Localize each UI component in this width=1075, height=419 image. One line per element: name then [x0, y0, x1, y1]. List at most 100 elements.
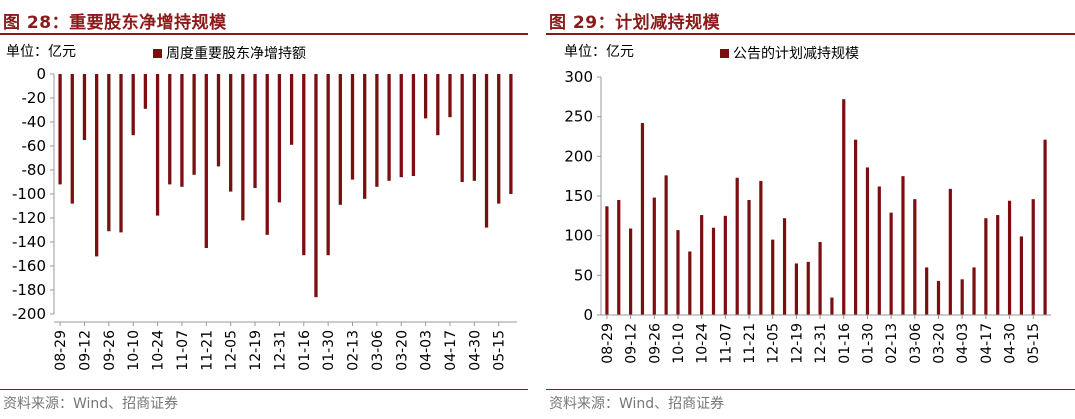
bar — [605, 206, 609, 315]
bar — [759, 180, 763, 315]
bar — [509, 74, 513, 194]
title-rule — [0, 33, 528, 35]
x-tick-label: 03-20 — [394, 330, 410, 371]
bar — [664, 175, 668, 315]
bar — [723, 215, 727, 315]
bar — [948, 188, 952, 315]
unit-label: 单位：亿元 — [564, 44, 634, 60]
bar — [302, 74, 306, 256]
bar — [652, 197, 656, 315]
y-tick-label: 150 — [564, 187, 593, 205]
bar — [925, 267, 929, 315]
y-tick-label: 0 — [583, 306, 593, 324]
title-rule — [546, 33, 1075, 35]
x-tick-label: 01-30 — [321, 330, 337, 371]
bar — [460, 74, 464, 182]
bar — [241, 74, 245, 221]
x-tick-label: 05-15 — [492, 330, 508, 371]
x-tick-label: 03-06 — [908, 323, 924, 364]
x-tick-label: 10-24 — [695, 323, 711, 364]
y-tick-label: -200 — [12, 305, 46, 323]
bar — [131, 74, 135, 136]
bar — [794, 263, 798, 315]
bar — [996, 215, 1000, 315]
bar — [972, 267, 976, 315]
bar — [253, 74, 257, 188]
x-tick-label: 08-29 — [600, 323, 616, 364]
bar — [1019, 236, 1023, 315]
x-tick-label: 04-30 — [467, 330, 483, 371]
y-tick-label: -140 — [12, 233, 46, 251]
bar — [119, 74, 123, 233]
bar — [436, 74, 440, 136]
bar — [854, 139, 858, 315]
bar — [1043, 139, 1047, 315]
figure-title: 图 29：计划减持规模 — [549, 13, 721, 33]
bar — [107, 74, 111, 232]
bar — [913, 199, 917, 315]
bar — [497, 74, 501, 204]
bar — [676, 230, 680, 315]
bar — [192, 74, 196, 175]
y-tick-label: 50 — [574, 266, 593, 284]
x-tick-label: 09-12 — [77, 330, 93, 371]
bar — [830, 297, 834, 315]
bar — [180, 74, 184, 187]
bar — [889, 212, 893, 315]
x-tick-label: 10-10 — [671, 323, 687, 364]
source-rule — [546, 389, 1075, 390]
bar — [289, 74, 294, 145]
x-tick-label: 01-16 — [837, 323, 853, 364]
bar — [1031, 199, 1035, 315]
bar — [617, 199, 621, 315]
bar — [399, 74, 403, 178]
bar — [423, 74, 428, 119]
x-tick-label: 12-05 — [766, 323, 782, 364]
figure-title: 图 28：重要股东净增持规模 — [3, 13, 227, 33]
figure-28-panel: 图 28：重要股东净增持规模 单位：亿元 周度重要股东净增持额 0 -20 -40 -60… — [0, 0, 528, 419]
x-tick-label: 11-21 — [742, 323, 758, 364]
bar — [375, 74, 379, 187]
bar — [640, 123, 645, 315]
bar — [338, 74, 342, 205]
x-tick-label: 02-13 — [346, 330, 362, 371]
x-tick-label: 12-31 — [813, 323, 829, 364]
bar — [143, 74, 148, 109]
legend-label: 周度重要股东净增持额 — [166, 46, 306, 62]
y-tick-label: -80 — [22, 161, 47, 179]
bar — [314, 74, 318, 298]
bar — [735, 177, 739, 315]
x-tick-label: 12-19 — [248, 330, 264, 371]
bar — [411, 74, 416, 176]
bar — [472, 74, 476, 181]
x-tick-label: 09-26 — [102, 330, 118, 371]
x-tick-label: 05-15 — [1026, 323, 1042, 364]
bar — [936, 280, 941, 315]
x-tick-label: 11-07 — [718, 323, 734, 364]
y-tick-label: -60 — [22, 137, 47, 155]
y-tick-label: 300 — [564, 68, 593, 86]
y-tick-label: -160 — [12, 257, 46, 275]
x-tick-label: 12-05 — [224, 330, 240, 371]
legend-swatch — [720, 49, 729, 58]
bar — [818, 242, 822, 315]
x-tick-label: 04-17 — [443, 330, 459, 371]
figure-29-panel: 图 29：计划减持规模 单位：亿元 公告的计划减持规模 300 250 200 150 10… — [546, 0, 1075, 419]
x-tick-label: 01-16 — [297, 330, 313, 371]
y-tick-label: -120 — [12, 209, 46, 227]
bar — [265, 74, 269, 235]
bar — [842, 99, 846, 316]
x-tick-label: 04-03 — [419, 330, 435, 371]
x-tick-label: 09-12 — [624, 323, 640, 364]
bar — [629, 228, 633, 315]
source-note: 资料来源：Wind、招商证券 — [3, 396, 179, 412]
x-tick-label: 09-26 — [647, 323, 663, 364]
bar — [984, 218, 988, 315]
bar — [865, 167, 870, 315]
x-tick-label: 03-20 — [932, 323, 948, 364]
x-tick-label: 04-30 — [1003, 323, 1019, 364]
bar — [782, 218, 787, 315]
y-tick-label: -40 — [22, 113, 47, 131]
legend-label: 公告的计划减持规模 — [733, 46, 859, 62]
source-note: 资料来源：Wind、招商证券 — [549, 396, 725, 412]
